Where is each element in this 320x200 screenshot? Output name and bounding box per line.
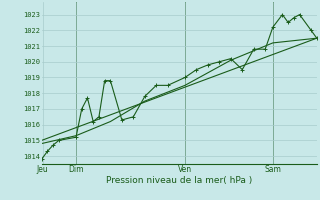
X-axis label: Pression niveau de la mer( hPa ): Pression niveau de la mer( hPa ) [106,176,252,185]
